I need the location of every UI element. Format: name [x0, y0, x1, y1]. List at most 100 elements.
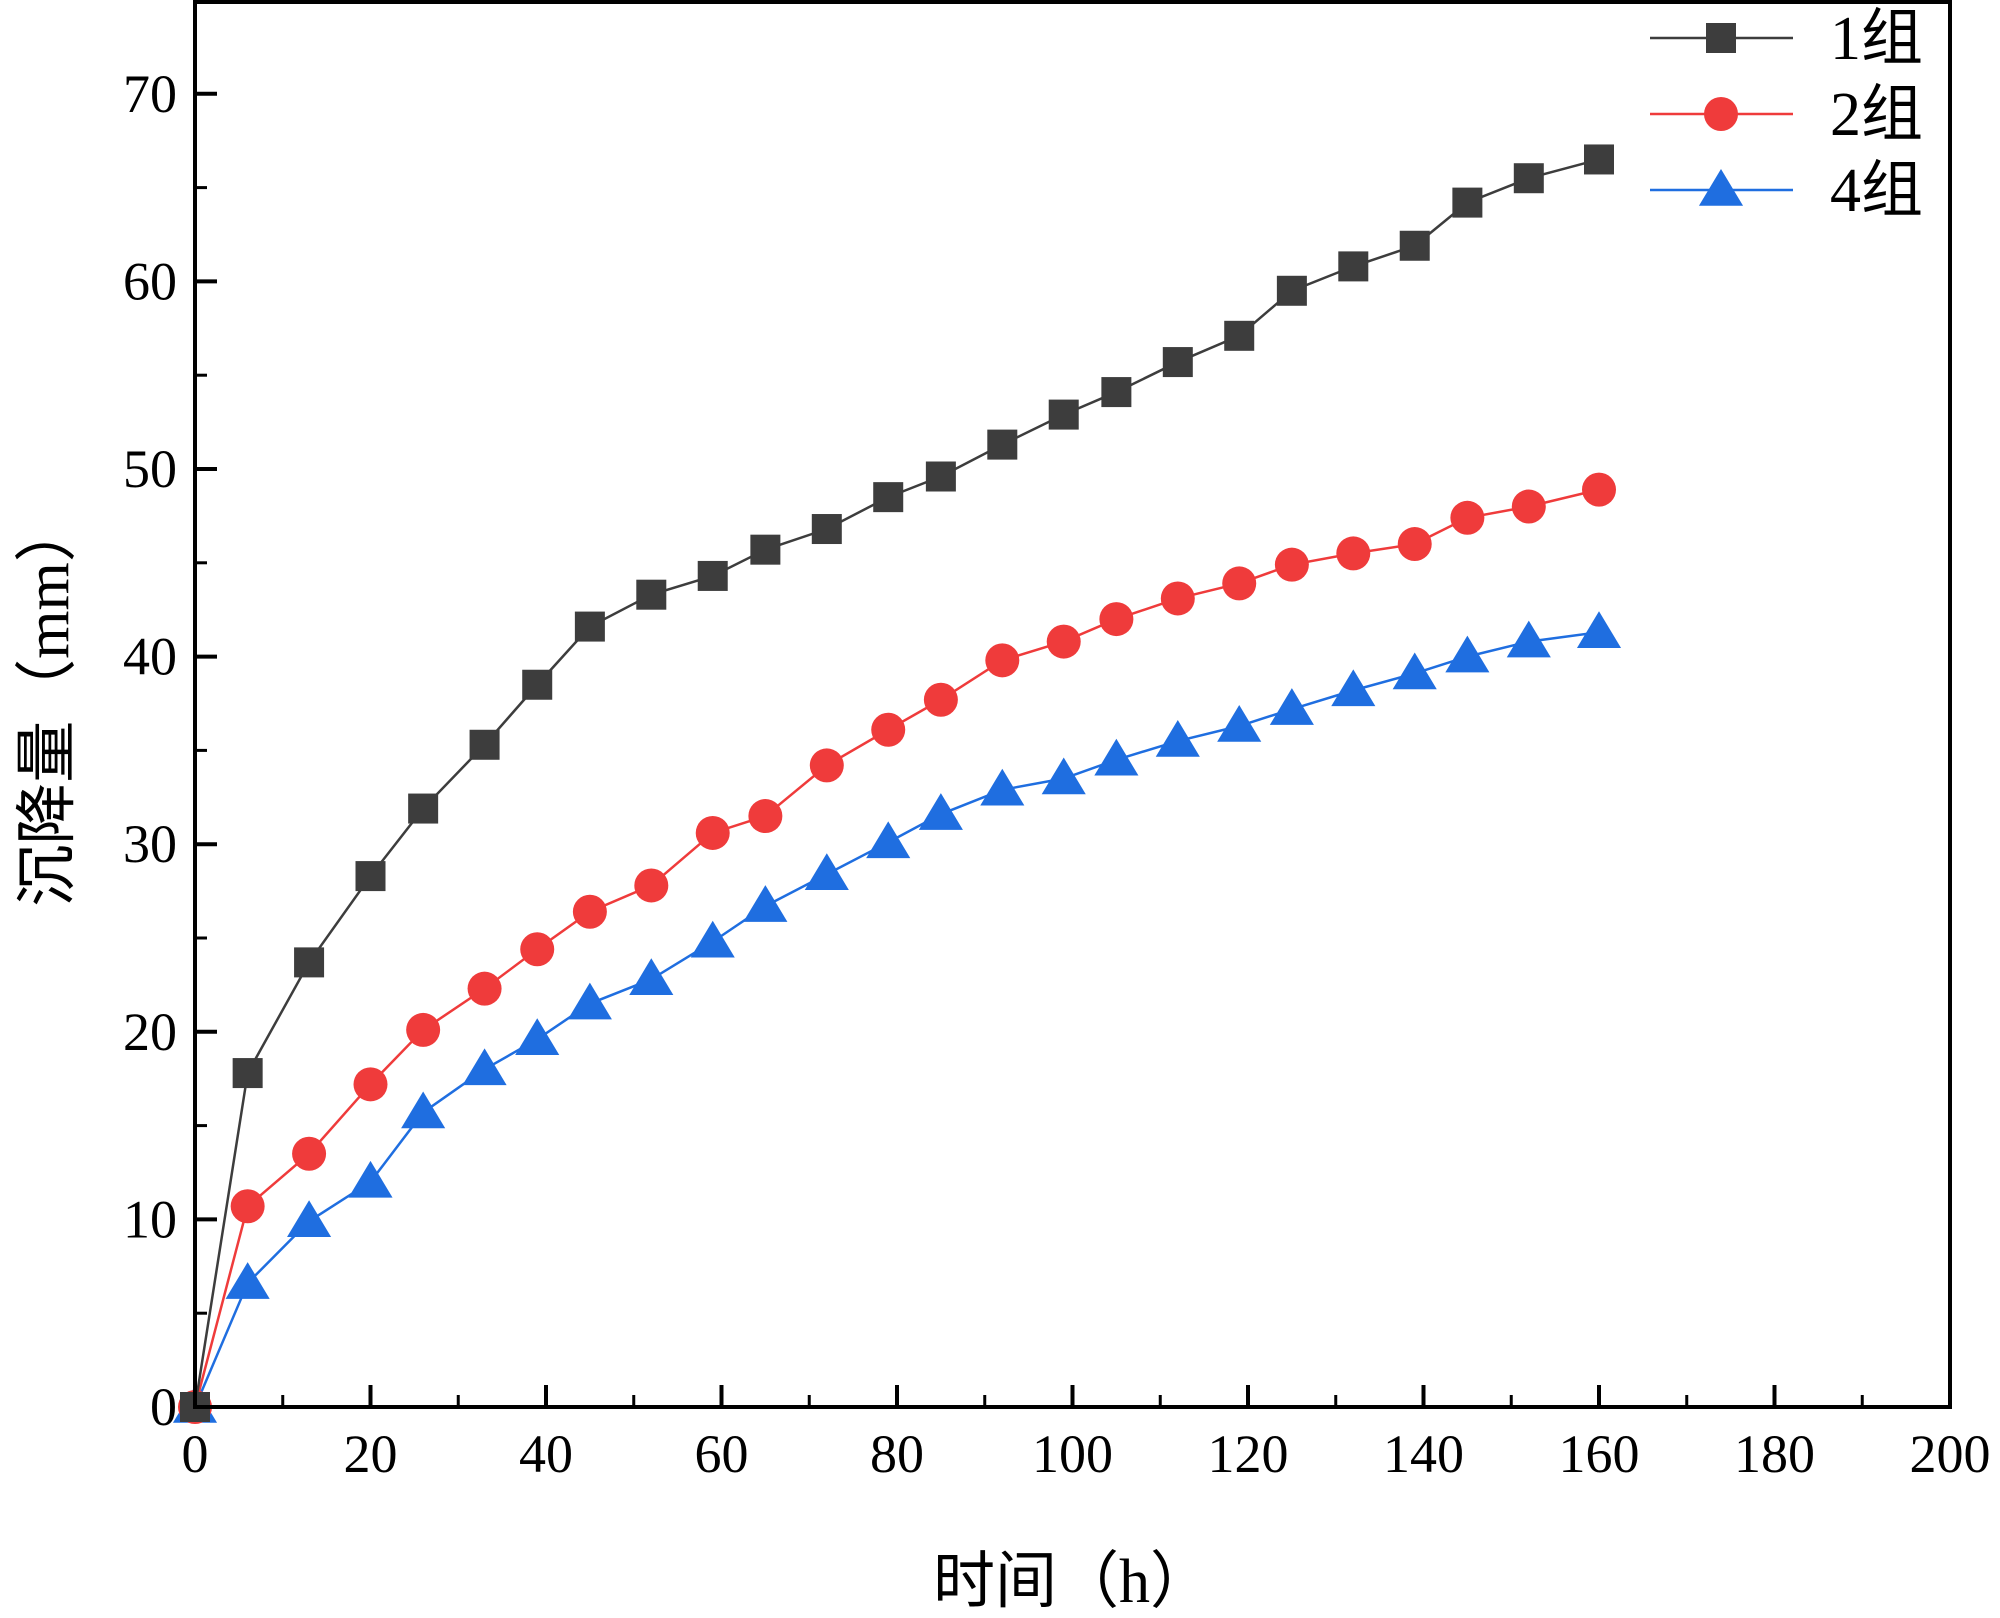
data-point: [1452, 187, 1483, 218]
data-point: [1224, 320, 1255, 351]
data-point: [1099, 602, 1134, 637]
data-point: [520, 932, 555, 967]
data-point: [804, 853, 849, 890]
y-tick-label: 50: [123, 439, 177, 499]
data-point: [809, 748, 844, 783]
data-point: [690, 920, 735, 958]
legend: 1组 2组 4组: [1650, 5, 1923, 225]
data-point: [1269, 688, 1314, 725]
data-point: [866, 821, 911, 859]
data-point: [572, 894, 607, 929]
x-tick-label: 120: [1208, 1424, 1289, 1484]
x-tick-label: 80: [870, 1424, 924, 1484]
data-point: [925, 461, 956, 492]
data-point: [1397, 527, 1432, 562]
data-point: [567, 982, 612, 1020]
data-point: [1336, 536, 1371, 571]
y-tick-label: 40: [123, 627, 177, 687]
data-point: [1276, 275, 1307, 306]
data-point: [748, 799, 783, 834]
data-point: [1584, 144, 1614, 175]
y-axis-title: 沉降量（mm）: [14, 500, 82, 906]
data-point: [923, 682, 958, 717]
legend-item: 4组: [1650, 157, 1923, 225]
data-point: [1450, 500, 1485, 535]
data-point: [1511, 489, 1546, 524]
legend-label: 4组: [1830, 157, 1923, 225]
data-point: [811, 514, 842, 545]
data-point: [467, 971, 502, 1006]
data-point: [355, 861, 386, 892]
y-tick-label: 20: [123, 1002, 177, 1062]
data-point: [522, 669, 553, 700]
data-point: [515, 1018, 560, 1056]
plot-marks: [172, 144, 1622, 1424]
data-point: [225, 1262, 270, 1299]
data-point: [287, 1200, 332, 1238]
data-point: [1048, 399, 1079, 430]
data-point: [1704, 97, 1738, 131]
data-point: [1046, 624, 1081, 659]
data-point: [353, 1067, 388, 1102]
data-point: [1041, 757, 1086, 795]
data-point: [1155, 720, 1200, 757]
data-point: [695, 815, 730, 850]
data-point: [1331, 669, 1376, 707]
data-point: [634, 868, 669, 903]
legend-label: 1组: [1830, 5, 1923, 73]
x-tick-label: 160: [1559, 1424, 1640, 1484]
y-tick-label: 30: [123, 814, 177, 874]
axes: 0 20 40 60 80 100 120 140 160 180 200 0 10 20 30 40 50 60…: [123, 0, 1991, 1484]
data-point: [408, 793, 439, 824]
data-point: [1392, 652, 1437, 690]
data-point: [1094, 738, 1139, 776]
data-point: [1274, 547, 1309, 582]
data-point: [1160, 581, 1195, 616]
data-point: [294, 947, 325, 978]
data-point: [1576, 611, 1622, 648]
series-line: [193, 158, 1600, 1408]
data-point: [980, 768, 1025, 806]
data-point: [1582, 472, 1616, 507]
x-tick-label: 0: [182, 1424, 209, 1484]
data-point: [873, 482, 904, 513]
data-point: [1101, 377, 1132, 408]
data-point: [871, 712, 906, 747]
data-point: [574, 611, 605, 642]
y-tick-label: 70: [123, 64, 177, 124]
data-point: [1222, 566, 1257, 601]
data-point: [697, 560, 728, 591]
x-tick-label: 40: [519, 1424, 573, 1484]
data-point: [1506, 620, 1551, 658]
data-point: [1706, 23, 1736, 53]
x-axis-title: 时间（h）: [933, 1548, 1212, 1616]
data-point: [232, 1058, 263, 1089]
data-point: [1445, 635, 1490, 673]
x-tick-label: 180: [1734, 1424, 1815, 1484]
data-point: [1338, 251, 1369, 282]
data-point: [743, 885, 788, 922]
data-point: [629, 958, 674, 996]
data-point: [1217, 705, 1262, 742]
data-point: [348, 1160, 393, 1198]
data-point: [469, 729, 500, 760]
data-point: [292, 1136, 327, 1171]
y-tick-label: 60: [123, 251, 177, 311]
data-point: [1399, 230, 1430, 261]
series-1: [180, 144, 1614, 1422]
x-tick-label: 140: [1383, 1424, 1464, 1484]
data-point: [636, 579, 667, 610]
y-tick-label: 0: [150, 1377, 177, 1437]
legend-item: 2组: [1650, 81, 1923, 149]
series-3: [172, 611, 1622, 1423]
plot-frame: [193, 0, 1952, 1409]
data-point: [985, 643, 1020, 678]
x-tick-label: 60: [695, 1424, 749, 1484]
series-2: [178, 472, 1616, 1424]
x-tick-label: 100: [1032, 1424, 1113, 1484]
data-point: [987, 429, 1018, 460]
legend-label: 2组: [1830, 81, 1923, 149]
data-point: [462, 1048, 507, 1086]
data-point: [918, 793, 963, 830]
